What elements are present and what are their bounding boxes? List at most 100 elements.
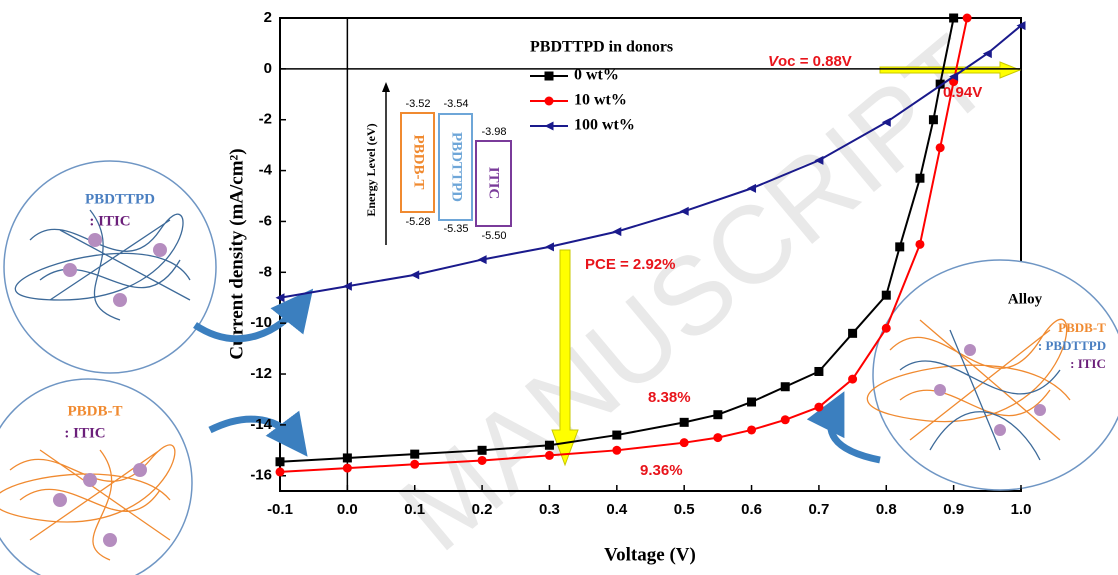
donor-label: PBDB-T xyxy=(67,403,122,419)
marker xyxy=(544,440,554,450)
marker xyxy=(275,457,285,467)
donor-label: PBDB-T xyxy=(1058,320,1106,335)
x-tick-label: 0.8 xyxy=(876,501,897,518)
marker xyxy=(410,449,420,459)
pce-annotation: 9.36% xyxy=(640,462,683,479)
pce-annotation: PCE = 2.92% xyxy=(585,256,675,273)
marker xyxy=(935,143,945,153)
marker xyxy=(275,467,285,477)
y-tick-label: -16 xyxy=(250,467,272,484)
inset-level: -5.35 xyxy=(443,223,468,235)
marker xyxy=(477,455,487,465)
inset-level: -3.54 xyxy=(443,98,468,110)
marker xyxy=(477,445,487,455)
y-tick-label: -6 xyxy=(259,212,272,229)
voc-annotation: Voc = 0.88V xyxy=(768,53,852,70)
morphology-right: Alloy PBDB-T : PBDTTPD : ITIC xyxy=(866,259,1118,491)
inset-material: PBDTTPD xyxy=(449,132,465,202)
marker xyxy=(612,445,622,455)
marker xyxy=(544,242,554,252)
marker xyxy=(679,438,689,448)
marker xyxy=(477,255,487,265)
morphology-top: PBDTTPD : ITIC xyxy=(3,160,217,374)
donor-label: PBDTTPD xyxy=(85,191,155,207)
inset-level: -3.98 xyxy=(481,126,506,138)
y-tick-label: -10 xyxy=(250,314,272,331)
marker xyxy=(962,13,972,23)
y-tick-label: 2 xyxy=(264,9,272,26)
marker xyxy=(814,155,824,165)
x-tick-label: 0.7 xyxy=(808,501,829,518)
morphology-bottom: PBDB-T : ITIC xyxy=(0,378,193,575)
x-axis-label: Voltage (V) xyxy=(604,544,696,565)
marker xyxy=(612,430,622,440)
x-tick-label: 0.9 xyxy=(943,501,964,518)
marker xyxy=(915,173,925,183)
pointer-arrow xyxy=(208,410,308,457)
voc-text: oc = 0.88V xyxy=(778,53,852,70)
marker xyxy=(544,71,554,81)
marker xyxy=(895,242,905,252)
marker xyxy=(780,382,790,392)
x-tick-label: 0.6 xyxy=(741,501,762,518)
marker xyxy=(848,328,858,338)
inset-level: -5.50 xyxy=(481,230,506,242)
marker xyxy=(410,270,420,280)
voc-annotation: 0.94V xyxy=(943,84,982,101)
acceptor-label: : ITIC xyxy=(89,213,130,229)
series-line xyxy=(279,17,955,463)
marker xyxy=(679,417,689,427)
marker xyxy=(881,290,891,300)
marker xyxy=(949,71,959,81)
acceptor-label: : ITIC xyxy=(64,425,105,441)
x-tick-label: 1.0 xyxy=(1011,501,1032,518)
y-tick-label: -2 xyxy=(259,111,272,128)
pointer-arrow xyxy=(193,288,314,343)
y-tick-label: -12 xyxy=(250,365,272,382)
pce-annotation: 8.38% xyxy=(648,389,691,406)
marker xyxy=(342,281,352,291)
highlight-arrows xyxy=(551,61,1022,467)
y-tick-label: -14 xyxy=(250,416,272,433)
marker xyxy=(713,410,723,420)
x-tick-label: 0.3 xyxy=(539,501,560,518)
marker xyxy=(949,13,959,23)
x-tick-label: 0.4 xyxy=(606,501,628,518)
legend-title: PBDTTPD in donors xyxy=(530,39,673,56)
marker xyxy=(1016,21,1026,31)
marker xyxy=(747,183,757,193)
marker xyxy=(881,323,891,333)
marker xyxy=(342,463,352,473)
marker xyxy=(544,96,554,106)
legend-label: 100 wt% xyxy=(574,117,635,134)
y-axis-label: Current density (mA/cm²) xyxy=(226,148,247,359)
voc-prefix: V xyxy=(768,53,780,70)
marker xyxy=(679,206,689,216)
marker xyxy=(928,115,938,125)
marker xyxy=(713,433,723,443)
acceptor-label: : ITIC xyxy=(1070,356,1106,371)
marker xyxy=(814,366,824,376)
marker xyxy=(544,121,554,131)
donor-label: : PBDTTPD xyxy=(1038,338,1106,353)
inset-axis-label: Energy Level (eV) xyxy=(364,123,378,216)
inset-level: -5.28 xyxy=(405,216,430,228)
marker xyxy=(544,450,554,460)
marker xyxy=(982,49,992,59)
y-tick-label: -4 xyxy=(259,162,273,179)
marker xyxy=(747,425,757,435)
inset-level: -3.52 xyxy=(405,98,430,110)
marker xyxy=(275,293,285,303)
x-tick-label: 0.0 xyxy=(337,501,358,518)
legend-label: 0 wt% xyxy=(574,67,619,84)
marker xyxy=(814,402,824,412)
x-tick-label: -0.1 xyxy=(267,501,293,518)
alloy-title: Alloy xyxy=(1008,291,1043,307)
inset-material: PBDB-T xyxy=(411,134,427,189)
x-tick-label: 0.5 xyxy=(674,501,695,518)
pointer-arrow xyxy=(806,391,881,464)
marker xyxy=(780,415,790,425)
series xyxy=(275,13,959,467)
marker xyxy=(915,239,925,249)
y-tick-label: 0 xyxy=(264,60,272,77)
